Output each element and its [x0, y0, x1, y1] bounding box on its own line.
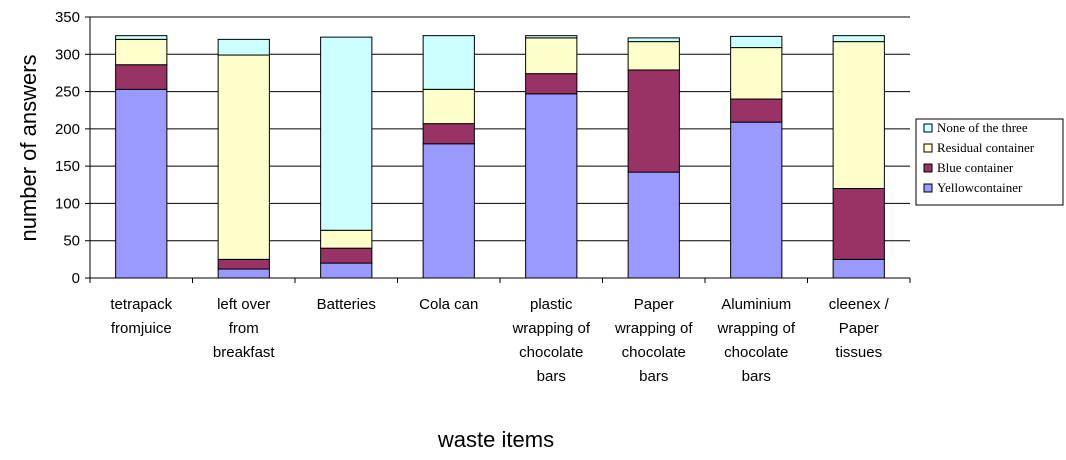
bar-segment — [217, 54, 270, 260]
bar-segment — [320, 247, 373, 264]
x-category-label: cleenex / Paper tissues — [829, 296, 890, 361]
bar-segment — [730, 47, 783, 100]
legend-label: None of the three — [937, 120, 1028, 135]
bar-segment — [627, 171, 680, 279]
bar-segment — [525, 35, 578, 39]
x-category-label: Aluminium wrapping of chocolate bars — [716, 296, 795, 385]
bar-segment — [115, 35, 168, 40]
bar-segment — [832, 258, 885, 279]
bar-segment — [525, 37, 578, 75]
bar-segment — [217, 258, 270, 270]
bar-segment — [320, 36, 373, 231]
x-axis-category-labels: tetrapack fromjuice left over from breakfast… — [110, 296, 889, 385]
legend-box — [915, 118, 1064, 206]
legend-swatch — [923, 143, 933, 153]
x-axis-title: waste items — [437, 427, 554, 452]
legend: None of the three Residual container Blue … — [915, 118, 1064, 206]
bar-segment — [832, 188, 885, 260]
bar-segment — [320, 262, 373, 279]
gridlines — [90, 16, 910, 242]
bar-segment — [217, 38, 270, 56]
x-category-label: Cola can — [419, 296, 478, 313]
bar-segment — [525, 93, 578, 279]
bar-segment — [730, 121, 783, 279]
bar-segment — [627, 41, 680, 71]
y-tick-label: 350 — [55, 9, 80, 26]
bar-segment — [320, 229, 373, 249]
bar-segment — [217, 268, 270, 279]
bar-segment — [627, 37, 680, 43]
x-category-label: Batteries — [317, 296, 376, 313]
x-category-label: plastic wrapping of chocolate bars — [511, 296, 590, 385]
x-category-label: tetrapack fromjuice — [110, 296, 172, 337]
x-category-label: Paper wrapping of chocolate bars — [614, 296, 693, 385]
bar-segment — [115, 38, 168, 66]
y-tick-label: 250 — [55, 84, 80, 101]
bar-segment — [832, 41, 885, 190]
legend-swatch — [923, 183, 933, 193]
legend-label: Blue container — [937, 160, 1014, 175]
bar-segment — [730, 35, 783, 49]
bar-segment — [422, 143, 475, 279]
bar-segment — [832, 35, 885, 43]
y-tick-label: 50 — [63, 233, 80, 250]
bar-segment — [422, 35, 475, 90]
bar-segment — [115, 88, 168, 279]
y-tick-label: 0 — [72, 270, 80, 287]
legend-swatch — [923, 123, 933, 133]
axes — [89, 17, 911, 283]
x-category-label: left over from breakfast — [213, 296, 276, 361]
bar-segment — [422, 123, 475, 145]
legend-swatch — [923, 163, 933, 173]
bar-segment — [115, 64, 168, 90]
y-tick-label: 150 — [55, 158, 80, 175]
legend-label: Yellowcontainer — [937, 180, 1023, 195]
y-tick-label: 300 — [55, 46, 80, 63]
bar-segment — [525, 73, 578, 95]
bars — [115, 35, 885, 279]
legend-label: Residual container — [937, 140, 1035, 155]
y-axis-ticks: 0 50 100 150 200 250 300 350 — [55, 9, 90, 287]
bar-segment — [627, 69, 680, 173]
bar-segment — [422, 88, 475, 125]
y-tick-label: 200 — [55, 121, 80, 138]
y-axis-title: number of answers — [16, 54, 41, 241]
bar-segment — [730, 98, 783, 123]
y-tick-label: 100 — [55, 195, 80, 212]
